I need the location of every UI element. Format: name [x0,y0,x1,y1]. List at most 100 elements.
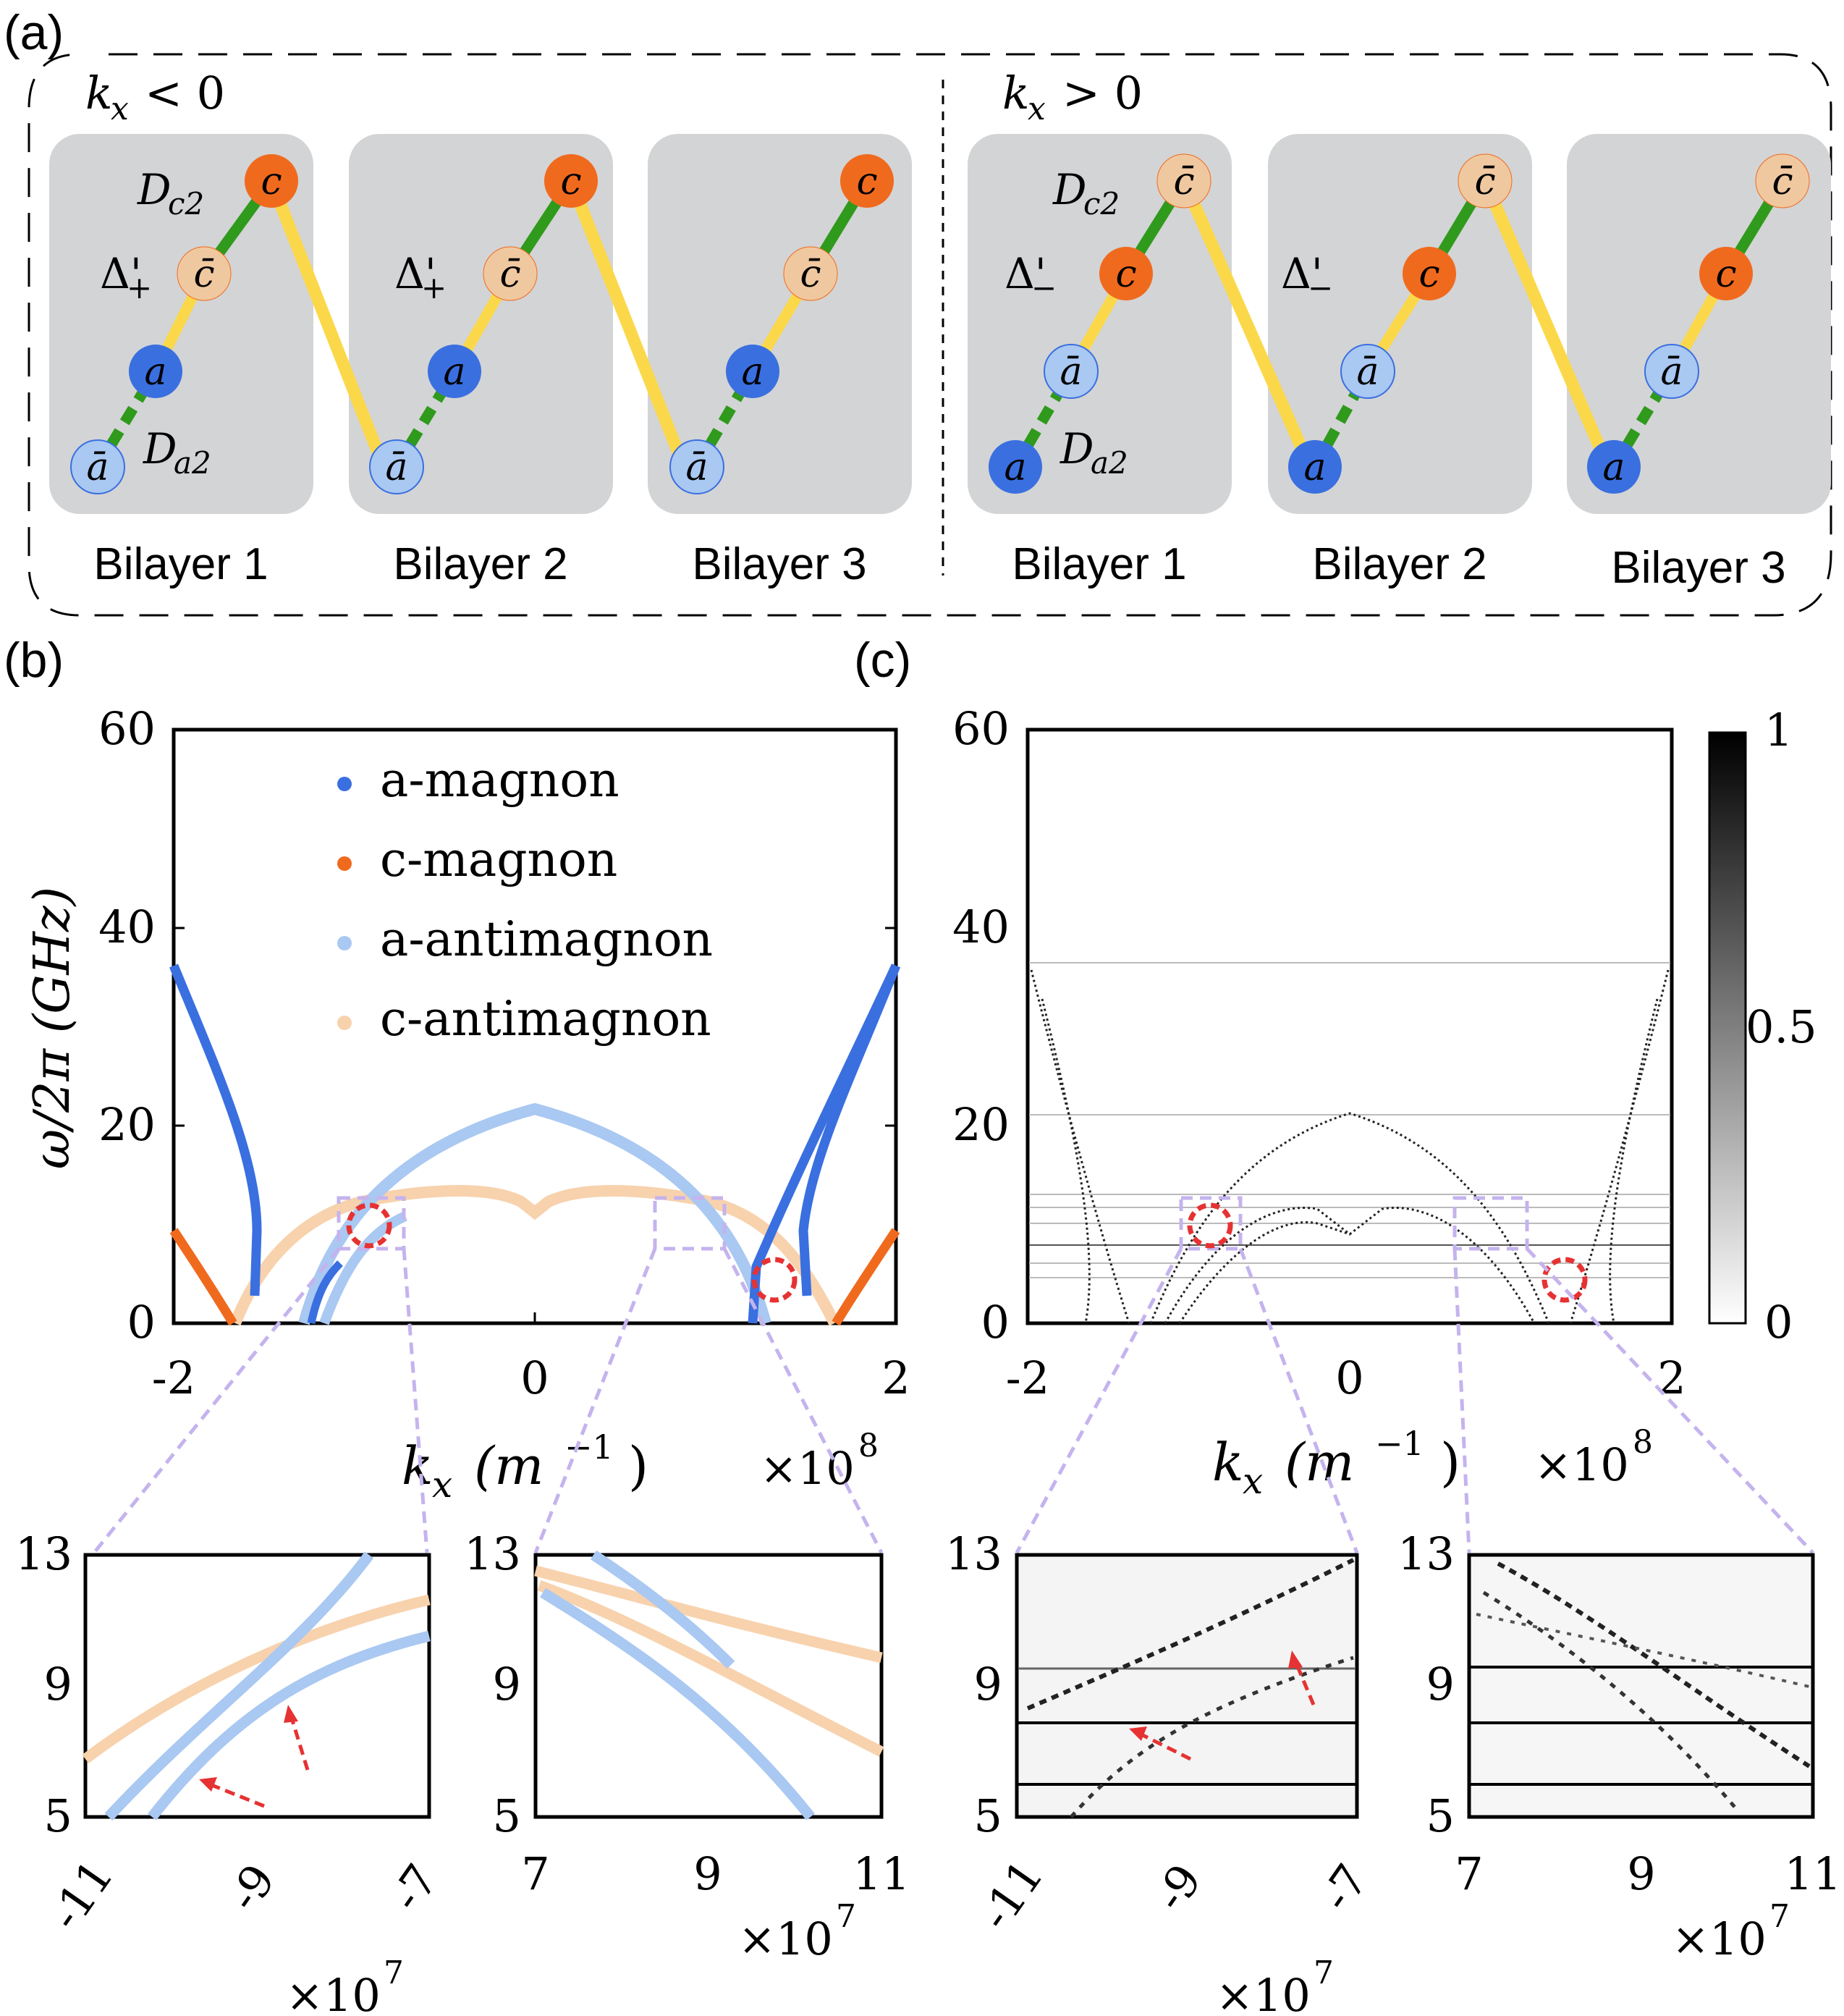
svg-text:5: 5 [44,1789,72,1842]
zoom-connectors-b [93,1247,884,1554]
interlayer-link [265,174,390,473]
svg-text:-9: -9 [217,1855,285,1920]
svg-text:a: a [1303,446,1326,489]
svg-text:9: 9 [44,1658,72,1711]
svg-text:ā: ā [685,446,708,489]
legend-marker [337,777,352,791]
bilayer-l2: ā a c̄ c [369,154,598,494]
svg-text:a: a [741,350,764,394]
svg-text:13: 13 [945,1527,1002,1580]
svg-text:8: 8 [858,1427,879,1464]
crossing-circle [1541,1257,1588,1303]
panel-c-label: (c) [854,633,911,688]
node-a [1587,440,1641,494]
node-a-bar [1044,344,1099,399]
bilayer-label: Bilayer 3 [1611,543,1785,593]
svg-text:c: c [1115,253,1136,296]
svg-text:(m: (m [1285,1432,1354,1493]
svg-text:−: − [1031,270,1057,305]
node-c-bar [1156,153,1211,208]
interlayer-link [564,174,690,473]
node-c-bar [783,246,838,301]
bilayer-l3: ā a c̄ c [669,154,894,494]
interlayer-link [1177,174,1316,473]
inset-tick: 13 [15,1527,72,1580]
a-magnon-curve [748,963,900,1324]
svg-text:x: x [1243,1460,1263,1502]
svg-text:13: 13 [1397,1527,1455,1580]
svg-text:9: 9 [493,1658,521,1711]
svg-text:): ) [1440,1432,1460,1493]
panel-a-label: (a) [4,5,64,60]
crossing-circle [346,1202,392,1249]
svg-text:): ) [628,1435,648,1496]
crossing-circle [1187,1202,1233,1249]
svg-text:c: c [1715,253,1736,296]
node-c-bar [483,246,538,301]
node-c-bar [1458,153,1513,208]
c-antimagnon-curve [229,1185,840,1326]
svg-text:0.5: 0.5 [1746,1000,1817,1053]
zoom-box-b-right [653,1196,727,1251]
inset-b-ticks: 13 [15,1527,72,1580]
node-c-bar [1755,153,1810,208]
bilayer-label: Bilayer 2 [393,539,567,589]
svg-text:< 0: < 0 [145,67,225,119]
svg-text:a2: a2 [1091,445,1128,481]
crossing-circle [751,1257,798,1303]
svg-text:-11: -11 [969,1850,1054,1940]
inset-b-left [82,1551,431,1821]
plot-b-xticks: -2 0 2 [152,1312,910,1404]
svg-text:9: 9 [1426,1658,1455,1711]
bilayer-r3: a ā c c̄ [1587,153,1810,494]
bilayer-label: Bilayer 1 [1012,539,1186,589]
svg-text:c: c [1418,253,1439,296]
a-magnon-curve [307,1260,343,1325]
section-title-left: k x < 0 [85,67,225,127]
interlayer-link [1479,174,1615,473]
svg-text:c̄: c̄ [1474,160,1495,203]
svg-text:0: 0 [127,1296,156,1349]
bilayer-label: Bilayer 1 [93,539,268,589]
svg-text:Δ': Δ' [1005,249,1046,298]
svg-text:-7: -7 [380,1855,448,1920]
bilayer-label: Bilayer 3 [692,539,866,589]
svg-text:7: 7 [1314,1954,1334,1991]
svg-text:k: k [1212,1432,1244,1493]
svg-text:13: 13 [464,1527,521,1580]
svg-text:ā: ā [385,446,407,489]
section-title-right: k x > 0 [1002,67,1143,127]
svg-text:-9: -9 [1143,1855,1211,1920]
legend-marker [337,1016,352,1030]
svg-text:a: a [144,350,166,394]
svg-text:×10: ×10 [1534,1438,1629,1491]
svg-text:40: 40 [98,901,156,953]
bilayer-r2: a ā c c̄ [1288,153,1513,494]
svg-text:2: 2 [881,1351,910,1404]
svg-text:Δ': Δ' [394,249,436,298]
node-c-bar [177,246,232,301]
svg-text:60: 60 [98,702,156,755]
bilayer-l1: ā a c̄ c [70,154,298,494]
c-magnon-curve [832,1228,900,1326]
svg-text:×10: ×10 [286,1969,381,2016]
svg-text:c̄: c̄ [1772,160,1793,203]
svg-text:D: D [1052,165,1087,214]
svg-text:−: − [1308,270,1333,305]
svg-text:5: 5 [493,1789,521,1842]
plot-b-ylabel: ω/2π (GHz) [24,887,81,1169]
svg-text:-11: -11 [39,1850,124,1940]
svg-text:7: 7 [1455,1847,1483,1900]
svg-text:c̄: c̄ [193,253,214,296]
colorbar-ticks: 1 0.5 0 [1746,704,1817,1349]
svg-text:7: 7 [1769,1898,1790,1935]
node-c [840,154,894,208]
inset-b-right [533,1550,884,1821]
svg-text:×10: ×10 [1672,1912,1767,1965]
node-a [1288,440,1342,494]
node-a-bar [369,439,424,494]
c-magnon-curve [169,1228,237,1326]
node-c [1403,247,1456,300]
svg-text:c̄: c̄ [1173,160,1194,203]
